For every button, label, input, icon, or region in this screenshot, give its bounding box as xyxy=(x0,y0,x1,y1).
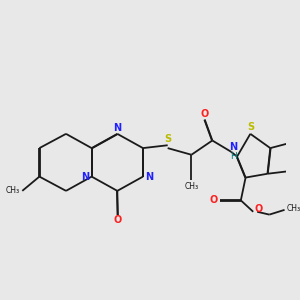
Text: N: N xyxy=(113,123,122,133)
Text: O: O xyxy=(209,195,218,206)
Text: S: S xyxy=(164,134,171,144)
Text: O: O xyxy=(255,204,263,214)
Text: N: N xyxy=(81,172,89,182)
Text: N: N xyxy=(145,172,153,182)
Text: O: O xyxy=(114,215,122,225)
Text: H: H xyxy=(230,152,237,161)
Text: CH₃: CH₃ xyxy=(5,186,20,195)
Text: CH₃: CH₃ xyxy=(286,204,300,213)
Text: O: O xyxy=(201,109,209,119)
Text: S: S xyxy=(247,122,254,132)
Text: CH₃: CH₃ xyxy=(184,182,199,191)
Text: N: N xyxy=(230,142,238,152)
